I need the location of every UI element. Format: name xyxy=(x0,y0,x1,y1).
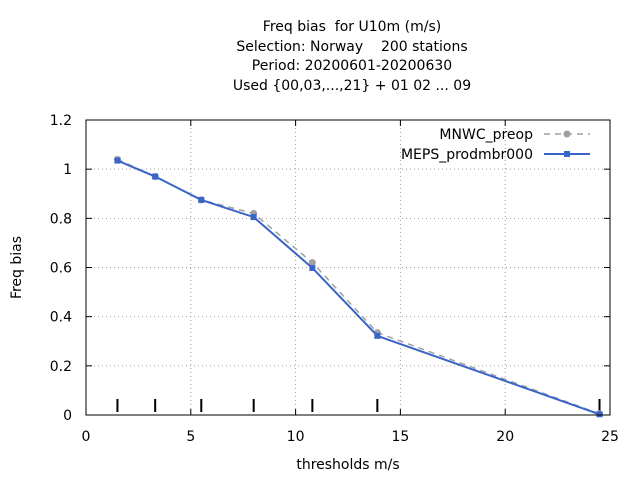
y-axis-label: Freq bias xyxy=(9,236,25,299)
axis-ticks: 0 5 10 15 20 25 0 0.2 0.4 0.6 0.8 1 1.2 xyxy=(50,113,619,445)
data-point xyxy=(596,411,603,418)
series-line xyxy=(117,159,600,416)
x-tick-label: 15 xyxy=(391,429,409,445)
data-point xyxy=(308,259,316,267)
series-MNWC_preop xyxy=(113,155,604,418)
y-tick-label: 0.6 xyxy=(50,261,72,277)
title-line-3: Period: 20200601-20200630 xyxy=(251,58,453,74)
legend-marker xyxy=(564,151,570,157)
y-tick-label: 0.8 xyxy=(50,211,72,227)
grid xyxy=(86,120,610,415)
legend-label: MNWC_preop xyxy=(439,127,533,143)
title-line-4: Used {00,03,...,21} + 01 02 ... 09 xyxy=(232,77,472,94)
chart-title: Freq bias for U10m (m/s) Selection: Norw… xyxy=(0,18,640,96)
data-point xyxy=(152,173,159,180)
data-point xyxy=(374,332,381,339)
y-tick-label: 1 xyxy=(63,162,72,178)
y-tick-label: 0.2 xyxy=(50,359,72,375)
series-line xyxy=(117,158,600,415)
legend-label: MEPS_prodmbr000 xyxy=(401,147,533,163)
title-line-1: Freq bias for U10m (m/s) xyxy=(262,19,442,35)
y-tick-label: 1.2 xyxy=(50,113,72,129)
data-point xyxy=(198,196,205,203)
threshold-markers xyxy=(116,399,601,412)
plot-frame xyxy=(85,119,611,416)
x-tick-label: 0 xyxy=(82,429,91,445)
y-tick-label: 0.4 xyxy=(50,310,72,326)
x-tick-label: 5 xyxy=(186,429,195,445)
legend-marker xyxy=(563,130,571,138)
data-point xyxy=(250,214,257,221)
x-axis-label: thresholds m/s xyxy=(296,457,399,473)
x-tick-label: 25 xyxy=(601,429,619,445)
y-tick-label: 0 xyxy=(63,408,72,424)
x-tick-label: 20 xyxy=(496,429,514,445)
title-line-2: Selection: Norway 200 stations xyxy=(236,38,468,55)
legend: MNWC_preop MEPS_prodmbr000 xyxy=(401,127,590,163)
x-tick-label: 10 xyxy=(287,429,305,445)
series-layer xyxy=(113,155,604,418)
series-MEPS_prodmbr000 xyxy=(114,157,603,418)
data-point xyxy=(309,264,316,271)
data-point xyxy=(114,157,121,164)
